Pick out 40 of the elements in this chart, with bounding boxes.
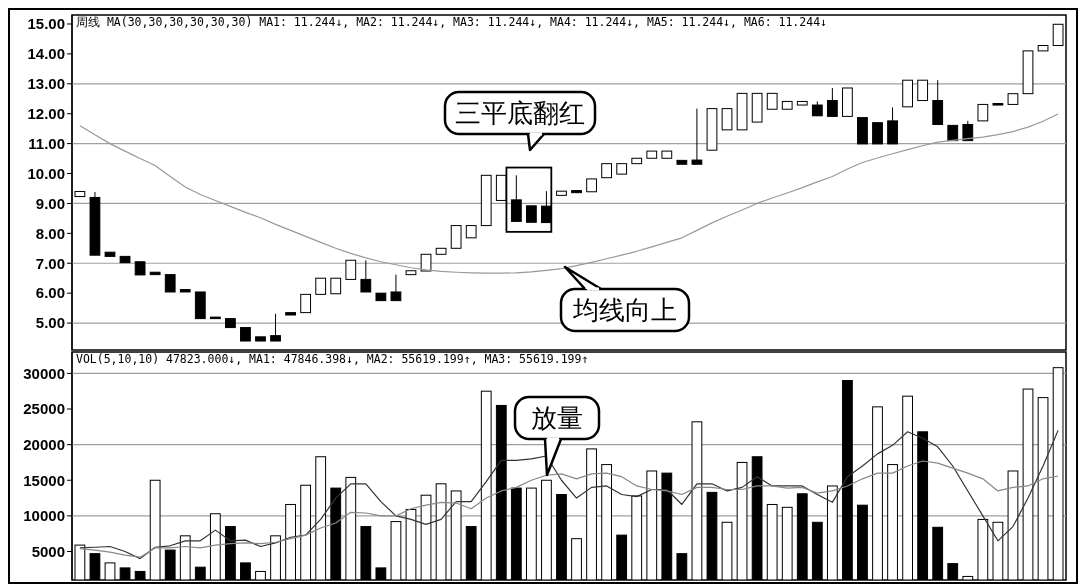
candlestick bbox=[390, 274, 402, 302]
y-tick-label: 11.00 bbox=[28, 134, 65, 152]
candlestick bbox=[962, 120, 974, 142]
y-tick-label: 20000 bbox=[23, 435, 65, 453]
candlestick bbox=[887, 106, 898, 145]
y-tick-label: 15000 bbox=[23, 471, 65, 489]
line-series bbox=[79, 429, 1059, 560]
candlestick bbox=[300, 293, 312, 314]
candlestick bbox=[917, 79, 929, 102]
candlestick bbox=[360, 259, 372, 293]
y-tick-label: 5.00 bbox=[35, 314, 65, 332]
candlestick bbox=[826, 87, 838, 117]
candlestick bbox=[1052, 23, 1064, 47]
chart-title: 周线 MA(30,30,30,30,30,30) MA1: 11.244↓, MA2: 11.244↓, MA3: 11.244↓, MA4: 11.244↓, MA5: 11.244↓, MA6: 11.244↓ bbox=[76, 15, 827, 29]
y-tick-label: 10.00 bbox=[27, 164, 65, 182]
annotation: 放量 bbox=[531, 403, 583, 433]
annotation: 均线向上 bbox=[572, 295, 677, 325]
y-tick-label: 30000 bbox=[23, 364, 65, 382]
y-tick-label: 12.00 bbox=[27, 104, 65, 122]
candlestick bbox=[450, 225, 462, 249]
y-tick-label: 10000 bbox=[23, 507, 65, 525]
y-tick-label: 14.00 bbox=[27, 45, 65, 63]
y-tick-label: 6.00 bbox=[35, 284, 65, 302]
candlestick bbox=[872, 122, 883, 145]
candlestick bbox=[270, 313, 281, 342]
y-tick-label: 7.00 bbox=[35, 254, 65, 272]
y-tick-label: 15.00 bbox=[27, 15, 65, 33]
y-tick-label: 5000 bbox=[31, 542, 65, 560]
candlestick bbox=[721, 108, 733, 131]
candlestick bbox=[510, 174, 522, 222]
y-tick-label: 8.00 bbox=[35, 224, 65, 242]
candlestick bbox=[691, 108, 703, 165]
y-tick-label: 25000 bbox=[23, 400, 65, 418]
line-series bbox=[79, 460, 1059, 558]
candlestick bbox=[345, 259, 357, 280]
y-tick-label: 13.00 bbox=[27, 75, 65, 93]
candlestick bbox=[932, 79, 944, 125]
annotation: 三平底翻红 bbox=[455, 98, 585, 128]
y-tick-label: 9.00 bbox=[35, 194, 65, 212]
chart-title: VOL(5,10,10) 47823.000↓, MA1: 47846.398↓, MA2: 55619.199↑, MA3: 55619.199↑ bbox=[76, 352, 589, 366]
